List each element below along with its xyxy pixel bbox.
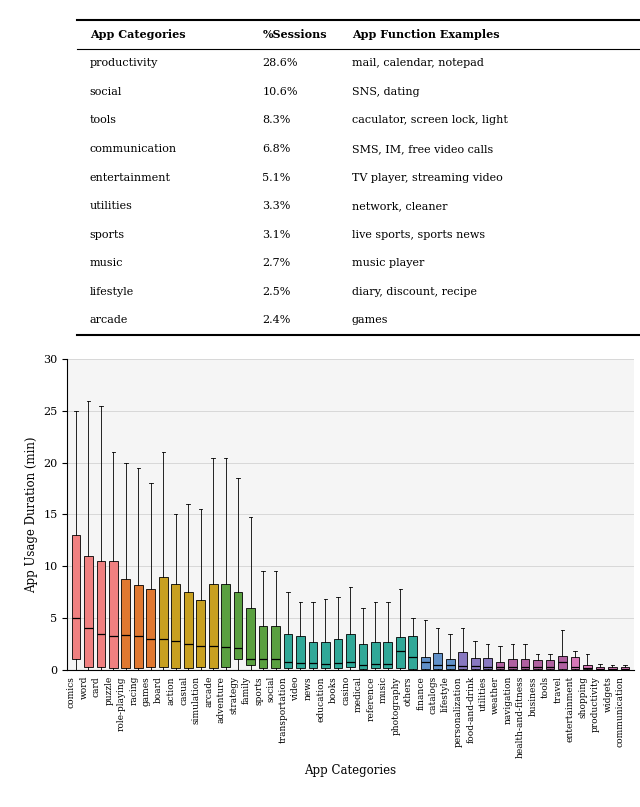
- Bar: [508, 659, 517, 669]
- Text: music player: music player: [352, 258, 424, 268]
- Bar: [421, 658, 429, 669]
- Bar: [396, 637, 404, 667]
- Bar: [296, 636, 305, 667]
- Bar: [496, 662, 504, 669]
- Text: entertainment: entertainment: [90, 173, 171, 182]
- Bar: [346, 633, 355, 667]
- Bar: [333, 639, 342, 667]
- Text: music: music: [90, 258, 123, 268]
- Bar: [159, 576, 168, 667]
- Bar: [533, 660, 542, 669]
- Text: 6.8%: 6.8%: [262, 144, 291, 154]
- Text: TV player, streaming video: TV player, streaming video: [352, 173, 503, 182]
- Bar: [483, 659, 492, 669]
- Bar: [246, 608, 255, 665]
- Text: utilities: utilities: [90, 201, 132, 211]
- Text: social: social: [90, 87, 122, 97]
- Bar: [458, 652, 467, 669]
- Text: 2.5%: 2.5%: [262, 286, 291, 297]
- Bar: [259, 626, 268, 667]
- Text: 3.3%: 3.3%: [262, 201, 291, 211]
- X-axis label: App Categories: App Categories: [305, 764, 396, 777]
- Text: App Function Examples: App Function Examples: [352, 29, 500, 40]
- Bar: [446, 659, 454, 669]
- Text: productivity: productivity: [90, 58, 158, 69]
- Bar: [234, 592, 243, 659]
- Bar: [97, 561, 105, 667]
- Bar: [433, 653, 442, 669]
- Bar: [271, 626, 280, 667]
- Bar: [596, 667, 604, 669]
- Text: arcade: arcade: [90, 316, 128, 325]
- Bar: [521, 659, 529, 669]
- Bar: [608, 667, 617, 669]
- Bar: [621, 667, 629, 669]
- Bar: [558, 656, 567, 669]
- Bar: [358, 644, 367, 669]
- Bar: [84, 556, 93, 667]
- Text: SNS, dating: SNS, dating: [352, 87, 420, 97]
- Bar: [209, 583, 218, 667]
- Bar: [147, 589, 155, 667]
- Text: communication: communication: [90, 144, 177, 154]
- Y-axis label: App Usage Duration (min): App Usage Duration (min): [25, 437, 38, 592]
- Text: diary, discount, recipe: diary, discount, recipe: [352, 286, 477, 297]
- Text: lifestyle: lifestyle: [90, 286, 134, 297]
- Bar: [72, 535, 80, 659]
- Text: 3.1%: 3.1%: [262, 230, 291, 240]
- Bar: [122, 579, 130, 667]
- Bar: [583, 665, 592, 669]
- Bar: [221, 583, 230, 667]
- Bar: [321, 642, 330, 667]
- Text: %Sessions: %Sessions: [262, 29, 327, 40]
- Text: games: games: [352, 316, 388, 325]
- Text: mail, calendar, notepad: mail, calendar, notepad: [352, 58, 484, 69]
- Text: network, cleaner: network, cleaner: [352, 201, 447, 211]
- Text: 2.4%: 2.4%: [262, 316, 291, 325]
- Bar: [471, 659, 479, 669]
- Bar: [571, 658, 579, 669]
- Text: 2.7%: 2.7%: [262, 258, 291, 268]
- Text: live sports, sports news: live sports, sports news: [352, 230, 485, 240]
- Text: 28.6%: 28.6%: [262, 58, 298, 69]
- Bar: [408, 636, 417, 669]
- Text: 5.1%: 5.1%: [262, 173, 291, 182]
- Text: App Categories: App Categories: [90, 29, 185, 40]
- Text: SMS, IM, free video calls: SMS, IM, free video calls: [352, 144, 493, 154]
- Text: 10.6%: 10.6%: [262, 87, 298, 97]
- Bar: [383, 642, 392, 667]
- Bar: [196, 600, 205, 667]
- Bar: [371, 642, 380, 667]
- Bar: [134, 585, 143, 667]
- Text: tools: tools: [90, 115, 116, 125]
- Bar: [284, 633, 292, 667]
- Text: 8.3%: 8.3%: [262, 115, 291, 125]
- Bar: [184, 592, 193, 667]
- Text: caculator, screen lock, light: caculator, screen lock, light: [352, 115, 508, 125]
- Bar: [308, 642, 317, 667]
- Text: sports: sports: [90, 230, 125, 240]
- Bar: [172, 583, 180, 667]
- Bar: [546, 660, 554, 669]
- Bar: [109, 561, 118, 667]
